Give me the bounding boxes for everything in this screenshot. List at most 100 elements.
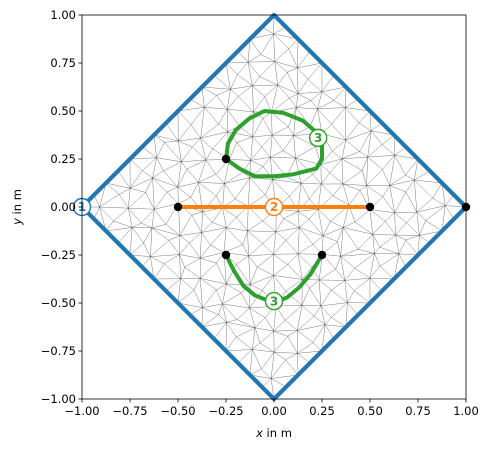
mesh-edge	[129, 242, 144, 256]
mesh-edge	[201, 222, 213, 233]
mesh-edge	[248, 255, 258, 268]
mesh-edge	[370, 130, 383, 145]
mesh-edge	[151, 227, 180, 236]
mesh-edge	[177, 161, 182, 188]
mesh-edge	[178, 137, 201, 142]
mesh-edge	[252, 118, 263, 137]
mesh-edge	[113, 208, 129, 222]
mesh-edge	[274, 48, 289, 62]
mesh-edge	[394, 212, 407, 223]
mesh-edge	[151, 224, 166, 229]
mesh-edge	[394, 211, 417, 213]
mesh-edge	[141, 146, 157, 158]
mesh-edge	[369, 277, 395, 280]
mesh-edge	[179, 232, 202, 236]
mesh-edge	[406, 222, 420, 236]
mesh-edge	[344, 277, 370, 281]
mesh-edge	[312, 174, 322, 185]
mesh-edge	[257, 254, 274, 268]
mesh-edge	[168, 235, 181, 241]
mesh-edge	[317, 107, 346, 110]
mesh-edge	[230, 89, 239, 97]
mesh-edge	[342, 170, 363, 185]
mesh-edge	[216, 289, 223, 305]
mesh-edge	[441, 205, 446, 232]
mesh-edge	[248, 243, 263, 257]
mesh-edge	[358, 110, 371, 123]
mesh-edge	[204, 107, 219, 125]
mesh-edge	[156, 142, 165, 158]
mesh-edge	[151, 227, 169, 241]
mesh-edge	[344, 268, 355, 281]
mesh-edge	[297, 211, 300, 228]
mesh-edge	[265, 317, 274, 332]
mesh-edge	[273, 306, 277, 332]
mesh-edge	[259, 330, 274, 344]
mesh-edge	[416, 198, 433, 213]
mesh-edge	[332, 151, 342, 160]
mesh-edge	[340, 249, 359, 257]
mesh-edge	[179, 254, 185, 268]
mesh-edge	[359, 185, 367, 191]
mesh-edge	[128, 208, 142, 224]
mesh-edge	[317, 91, 323, 109]
mesh-edge	[200, 278, 227, 285]
mesh-edge	[379, 247, 400, 255]
mesh-edge	[297, 67, 299, 94]
mesh-edge	[201, 232, 211, 246]
mesh-edge	[252, 342, 261, 350]
x-axis-ticks: −1.00 −0.75 −0.50 −0.25 0.00 0.25 0.50 0.75 1.00	[64, 399, 479, 418]
mesh-edge	[366, 169, 383, 186]
mesh-edge	[416, 205, 446, 213]
mesh-edge	[297, 315, 315, 331]
mesh-edge	[261, 146, 271, 158]
boundary-3-curve	[224, 109, 324, 179]
mesh-edge	[298, 208, 319, 212]
marker-circle	[308, 128, 328, 148]
mesh-edge	[297, 342, 314, 354]
mesh-edge	[341, 140, 347, 159]
mesh-edge	[285, 353, 298, 360]
mesh-edge	[225, 62, 238, 75]
marker-circle	[264, 291, 284, 311]
mesh-edge	[105, 182, 131, 189]
mesh-edge	[274, 351, 298, 354]
mesh-edge	[277, 72, 288, 86]
mesh-edge	[252, 349, 275, 353]
mesh-edge	[307, 62, 323, 80]
mesh-edge	[444, 205, 455, 220]
mesh-edge	[271, 112, 289, 127]
mesh-edge	[177, 278, 181, 304]
mesh-edge	[372, 234, 375, 254]
mesh-edge	[151, 209, 155, 228]
mesh-edge	[347, 290, 355, 303]
mesh-edge	[287, 330, 298, 337]
mesh-edge	[150, 240, 169, 257]
mesh-edge	[288, 126, 294, 136]
mesh-edge	[202, 307, 219, 315]
mesh-edge	[226, 227, 243, 245]
mesh-edge	[297, 350, 323, 354]
mesh-edge	[242, 172, 250, 178]
mesh-edge	[179, 254, 201, 259]
mesh-edge	[313, 305, 321, 317]
mesh-edge	[297, 353, 299, 376]
mesh-edge	[317, 183, 322, 210]
mesh-edge	[201, 86, 217, 96]
x-tick-label: −0.50	[160, 404, 195, 418]
mesh-edge	[260, 33, 274, 55]
mesh-edge	[275, 218, 284, 232]
mesh-edge	[222, 303, 227, 323]
mesh-edge	[405, 174, 415, 181]
mesh-edge	[331, 302, 348, 318]
mesh-edge	[405, 191, 418, 213]
mesh-edge	[210, 244, 224, 253]
mesh-edge	[406, 211, 418, 223]
mesh-edge	[178, 140, 193, 148]
mesh-edge	[247, 230, 249, 256]
mesh-edge	[414, 179, 418, 213]
mesh-edge	[242, 230, 248, 245]
mesh-edge	[248, 194, 266, 207]
mesh-edge	[398, 253, 407, 268]
